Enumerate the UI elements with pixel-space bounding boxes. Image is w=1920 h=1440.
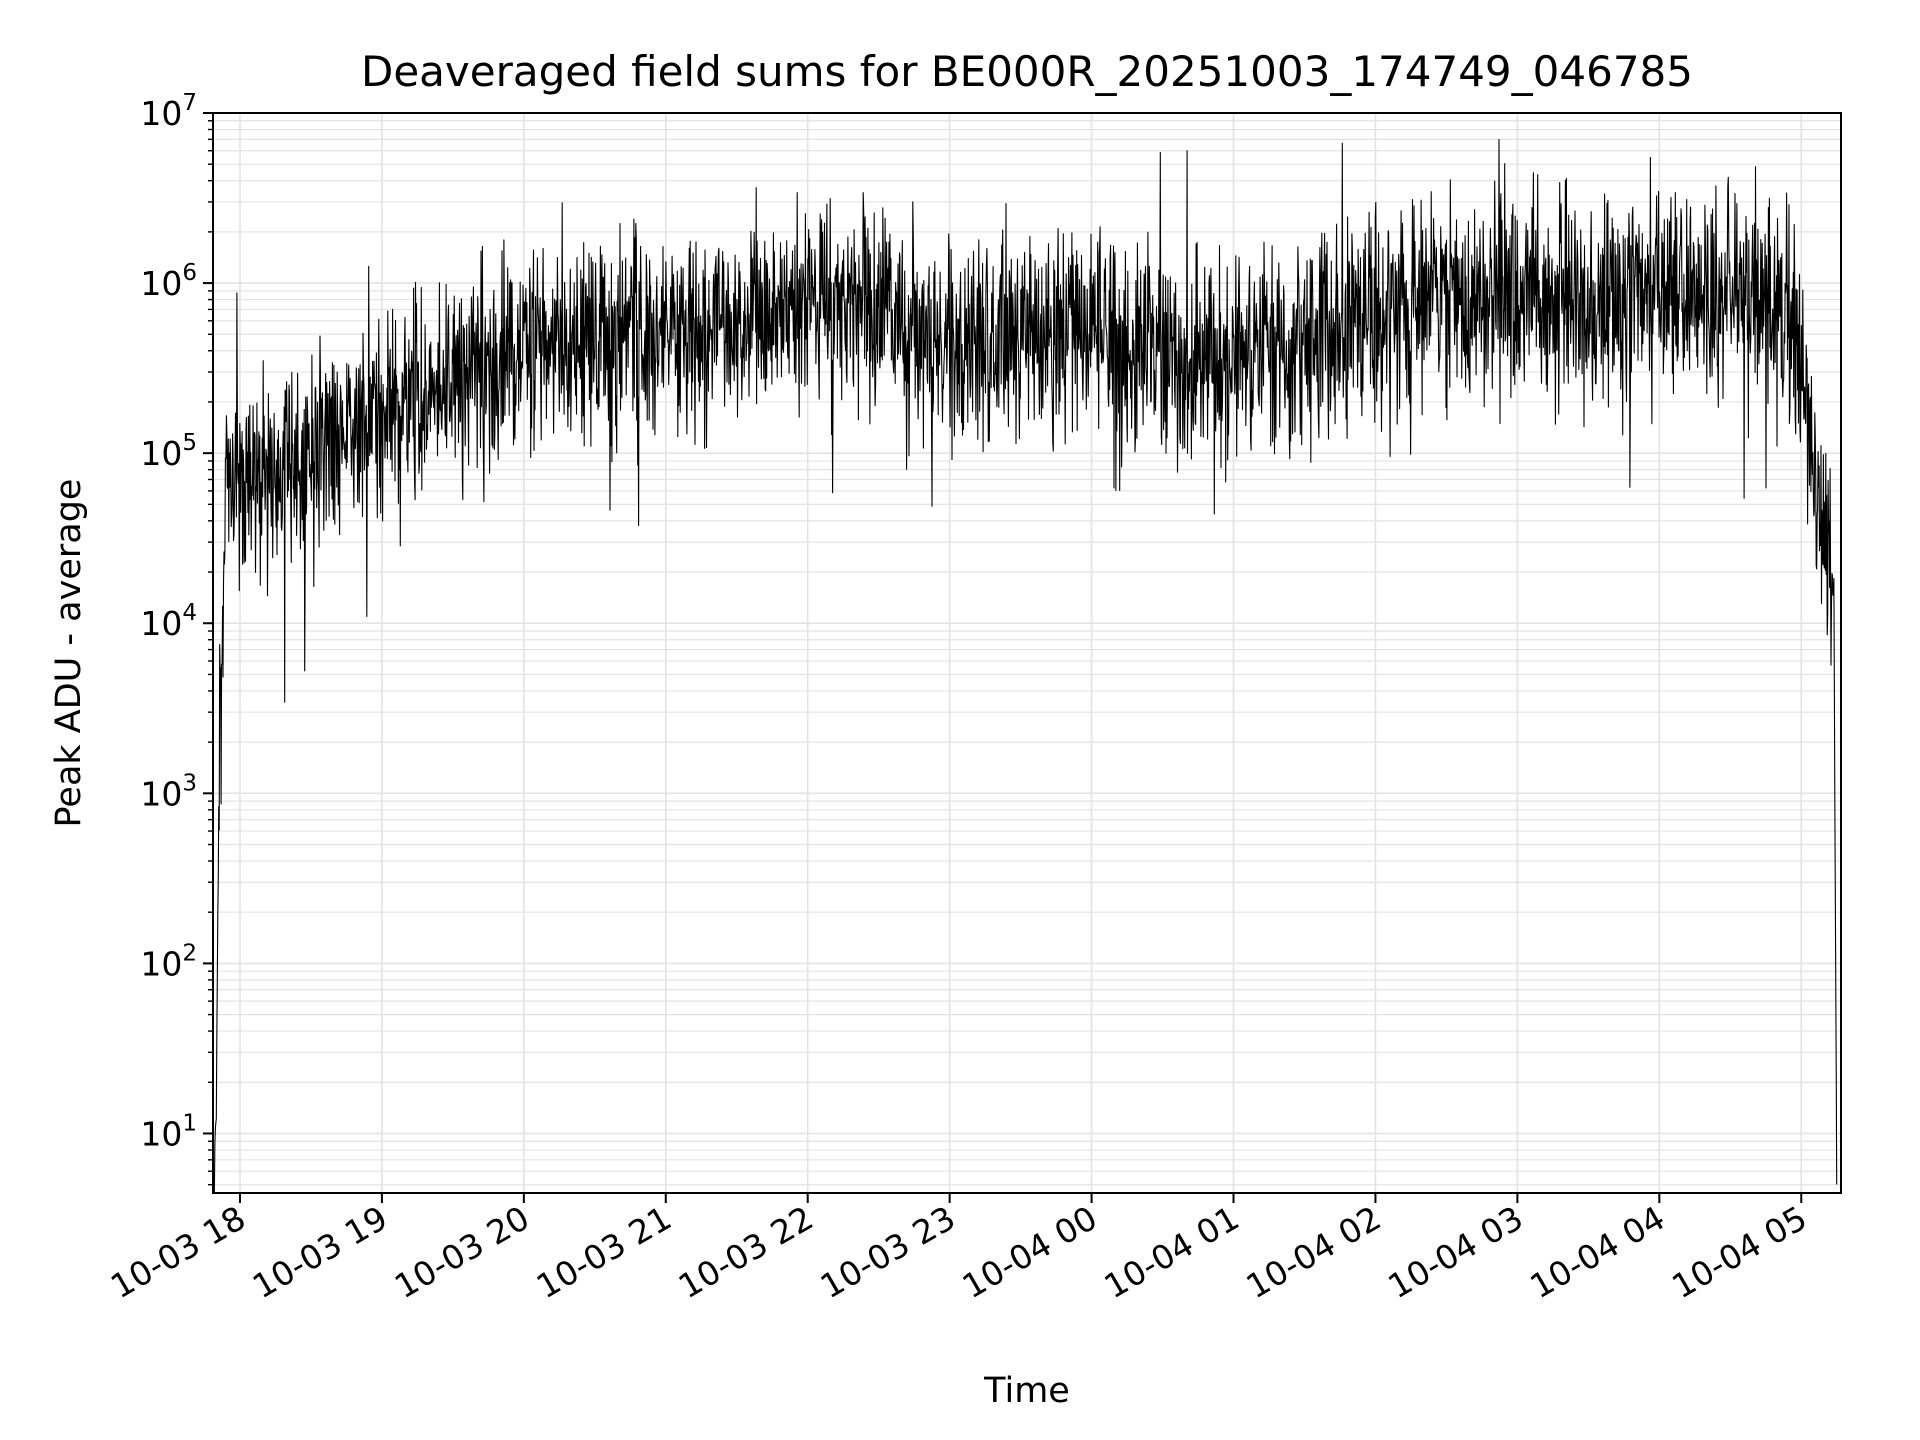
series-line-0	[213, 138, 1838, 1193]
y-tick-exponent: 3	[182, 770, 197, 796]
y-tick-label: 105	[140, 430, 197, 473]
plot-frame	[212, 112, 1842, 1194]
y-tick-exponent: 5	[182, 430, 197, 456]
y-tick-base: 10	[140, 1114, 182, 1153]
y-tick-exponent: 4	[182, 600, 197, 626]
grid-lines	[213, 112, 1841, 1193]
y-tick-base: 10	[140, 434, 182, 473]
y-tick-label: 107	[140, 90, 197, 133]
y-tick-label: 104	[140, 600, 197, 643]
y-tick-label: 106	[140, 260, 197, 303]
y-tick-base: 10	[140, 604, 182, 643]
y-tick-label: 101	[140, 1110, 197, 1153]
x-axis-title: Time	[983, 1371, 1070, 1411]
y-tick-base: 10	[140, 774, 182, 813]
y-tick-exponent: 6	[182, 260, 197, 286]
series-group	[213, 138, 1838, 1193]
y-tick-base: 10	[140, 264, 182, 303]
y-tick-base: 10	[140, 94, 182, 133]
chart-title: Deaveraged field sums for BE000R_2025100…	[361, 47, 1693, 96]
y-axis-title: Peak ADU - average	[49, 479, 89, 828]
y-tick-exponent: 1	[182, 1110, 197, 1136]
y-tick-base: 10	[140, 944, 182, 983]
y-tick-label: 103	[140, 770, 197, 813]
y-tick-exponent: 7	[182, 90, 197, 116]
y-tick-label: 102	[140, 940, 197, 983]
y-tick-exponent: 2	[182, 940, 197, 966]
